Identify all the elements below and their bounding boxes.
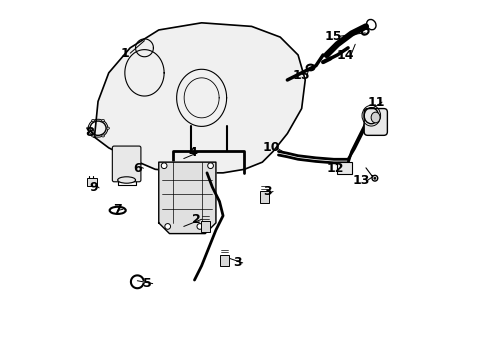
Text: 15: 15 bbox=[324, 30, 341, 43]
Circle shape bbox=[373, 177, 375, 179]
Ellipse shape bbox=[86, 127, 89, 129]
Text: 5: 5 bbox=[142, 277, 151, 290]
FancyBboxPatch shape bbox=[364, 109, 386, 135]
FancyBboxPatch shape bbox=[220, 255, 229, 266]
Ellipse shape bbox=[370, 112, 379, 123]
Circle shape bbox=[164, 224, 170, 229]
Circle shape bbox=[371, 175, 377, 181]
Text: 10: 10 bbox=[262, 141, 280, 154]
Circle shape bbox=[197, 224, 203, 229]
Text: 12: 12 bbox=[326, 162, 344, 175]
FancyBboxPatch shape bbox=[336, 162, 352, 174]
Circle shape bbox=[207, 163, 213, 168]
Text: 8: 8 bbox=[84, 126, 93, 139]
Text: 14: 14 bbox=[336, 49, 353, 62]
Text: 13: 13 bbox=[352, 174, 369, 187]
Text: 9: 9 bbox=[89, 181, 98, 194]
FancyBboxPatch shape bbox=[200, 221, 209, 232]
FancyBboxPatch shape bbox=[112, 146, 141, 182]
Text: 11: 11 bbox=[367, 96, 385, 109]
Text: 4: 4 bbox=[188, 146, 197, 159]
Ellipse shape bbox=[102, 135, 104, 137]
Ellipse shape bbox=[102, 120, 104, 122]
FancyBboxPatch shape bbox=[86, 178, 97, 186]
Text: 3: 3 bbox=[233, 256, 241, 269]
Ellipse shape bbox=[106, 127, 109, 129]
Polygon shape bbox=[94, 23, 305, 173]
FancyBboxPatch shape bbox=[259, 191, 268, 203]
Text: 6: 6 bbox=[133, 162, 142, 175]
Ellipse shape bbox=[91, 135, 94, 137]
Text: 1: 1 bbox=[120, 47, 129, 60]
Text: 2: 2 bbox=[191, 213, 200, 226]
Polygon shape bbox=[159, 162, 216, 234]
Ellipse shape bbox=[91, 120, 94, 122]
Text: 7: 7 bbox=[113, 203, 122, 216]
Text: 15: 15 bbox=[292, 69, 310, 82]
Ellipse shape bbox=[118, 177, 135, 183]
Text: 3: 3 bbox=[263, 185, 271, 198]
Circle shape bbox=[161, 163, 166, 168]
